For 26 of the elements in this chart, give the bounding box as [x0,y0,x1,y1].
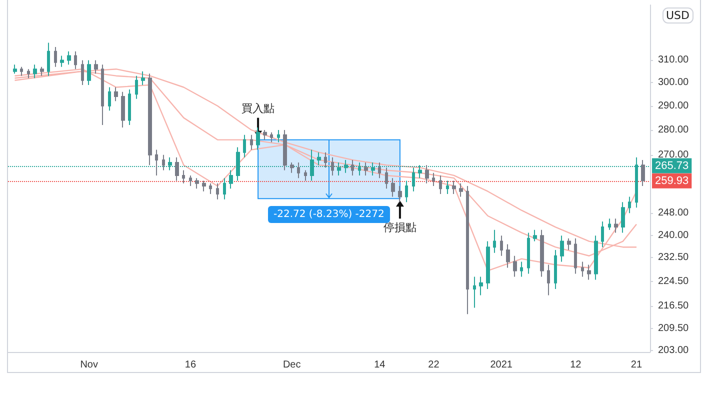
x-tick-label: 2021 [490,360,513,370]
x-tick-label: 22 [428,360,440,370]
x-tick-label: 16 [184,360,196,370]
y-tick-label: 232.50 [658,252,690,263]
y-tick-label: 216.50 [658,300,690,312]
y-tick-label: 248.00 [658,208,690,219]
annotation: 買入點 [242,101,275,116]
x-tick-label: Nov [80,360,98,370]
ref-line-label: 259.93 [655,174,689,187]
x-tick-label: Dec [282,360,301,370]
y-tick-label: 270.00 [658,149,690,160]
x-tick-label: 12 [570,360,582,370]
annotation: 停損點 [383,220,416,236]
y-tick-label: 300.00 [658,77,690,88]
annotation: -22.72 (-8.23%) -2272 [274,209,384,220]
y-tick-label: 280.00 [658,124,690,136]
y-tick-label: 310.00 [658,54,690,66]
text: USD [666,8,690,22]
y-tick-label: 209.50 [658,323,690,334]
y-tick-label: 203.00 [658,344,690,356]
x-tick-label: 21 [630,360,642,370]
y-tick-label: 224.50 [658,276,690,287]
y-tick-label: 240.00 [658,230,690,242]
x-tick-label: 14 [374,360,386,370]
y-tick-label: 290.00 [658,100,690,112]
ref-line-label: 265.73 [655,160,689,172]
